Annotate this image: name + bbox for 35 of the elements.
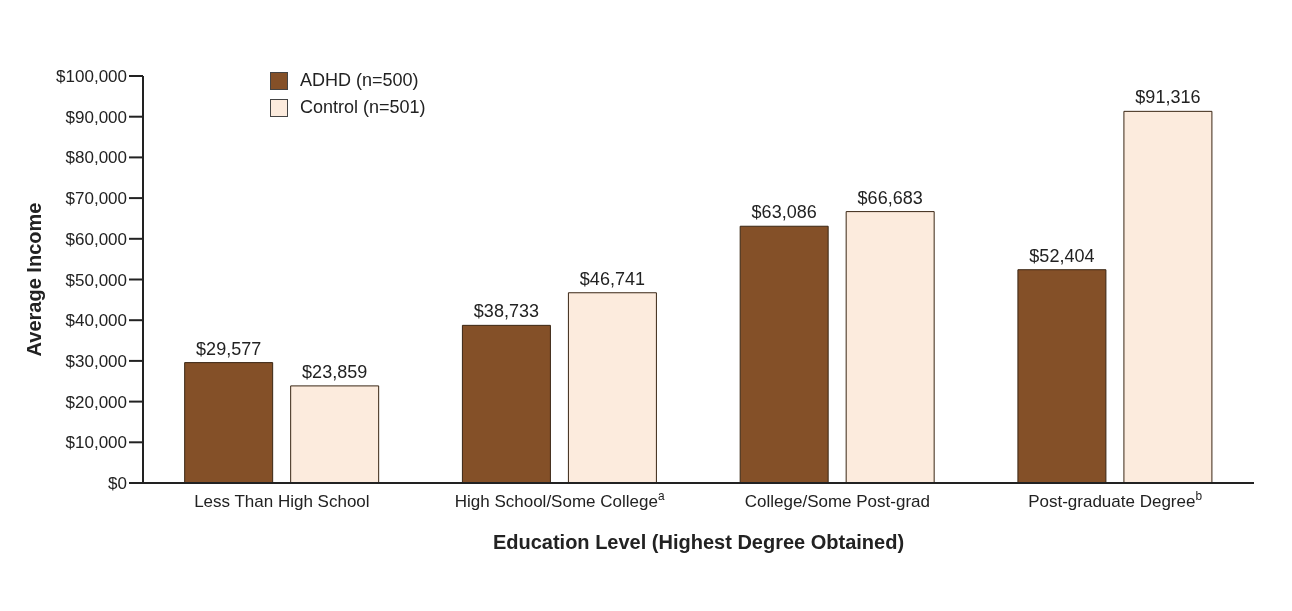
data-label: $29,577 bbox=[196, 338, 262, 359]
y-tick-label: $90,000 bbox=[65, 107, 127, 127]
y-tick-label: $100,000 bbox=[56, 67, 127, 87]
y-tick-label: $80,000 bbox=[65, 148, 127, 168]
data-label: $52,404 bbox=[1029, 245, 1095, 266]
bar bbox=[845, 211, 935, 483]
data-label: $38,733 bbox=[473, 301, 539, 322]
bar bbox=[290, 385, 380, 483]
x-tick-label: Post-graduate Degree$^{b}$ bbox=[1028, 489, 1203, 511]
bar bbox=[1123, 110, 1213, 483]
data-label: $66,683 bbox=[857, 187, 923, 208]
x-tick-label: Less Than High School bbox=[194, 492, 370, 511]
y-axis-title: Average Income bbox=[23, 202, 46, 357]
x-tick-label: College/Some Post-grad bbox=[744, 492, 930, 511]
legend-label: Control (n=501) bbox=[300, 97, 426, 118]
x-axis-title: Education Level (Highest Degree Obtained) bbox=[492, 531, 905, 553]
data-label: $63,086 bbox=[751, 202, 817, 223]
y-tick-label: $50,000 bbox=[65, 270, 127, 290]
data-label: $23,859 bbox=[302, 361, 368, 382]
bar bbox=[739, 225, 829, 483]
y-tick-label: $40,000 bbox=[65, 311, 127, 331]
bar bbox=[461, 324, 551, 483]
data-label: $46,741 bbox=[579, 268, 645, 289]
data-label: $91,316 bbox=[1135, 87, 1201, 108]
bar bbox=[1017, 269, 1107, 483]
y-tick-label: $20,000 bbox=[65, 392, 127, 412]
bar bbox=[567, 292, 657, 483]
y-tick-label: $10,000 bbox=[65, 433, 127, 453]
x-tick-label: High School/Some College$^{a}$ bbox=[454, 489, 665, 511]
y-tick-label: $60,000 bbox=[65, 229, 127, 249]
legend-label: ADHD (n=500) bbox=[300, 70, 419, 91]
bar bbox=[184, 362, 274, 483]
y-tick-label: $0 bbox=[108, 474, 127, 494]
y-tick-label: $30,000 bbox=[65, 351, 127, 371]
y-tick-label: $70,000 bbox=[65, 189, 127, 209]
